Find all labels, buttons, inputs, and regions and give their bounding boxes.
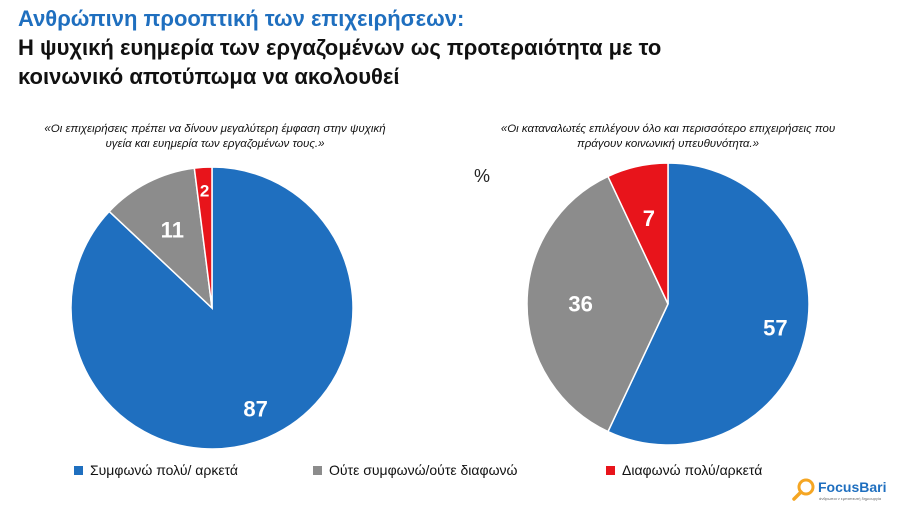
pie-2-label-agree: 57 (763, 315, 787, 340)
pie-2-label-disagree: 7 (643, 206, 655, 231)
legend-swatch-disagree (606, 465, 615, 475)
pie-1-label-agree: 87 (243, 396, 267, 421)
pie-chart-1: 87 11 2 (70, 166, 354, 450)
title-line-1: Ανθρώπινη προοπτική των επιχειρήσεων: (18, 6, 465, 31)
percent-label: % (474, 166, 491, 186)
pie-1-title: «Οι επιχειρήσεις πρέπει να δίνουν μεγαλύ… (44, 123, 386, 150)
pie-2-slice-neutral (526, 175, 669, 433)
pie-1-slice-neutral (108, 167, 214, 310)
title-line-2: Η ψυχική ευημερία των εργαζομένων ως προ… (18, 35, 662, 60)
pie-2-slice-agree (606, 162, 810, 446)
legend-label-neutral: Ούτε συμφωνώ/ούτε διαφωνώ (329, 462, 518, 478)
legend-item-disagree: Διαφωνώ πολύ/αρκετά (606, 462, 762, 478)
focusbari-logo: FocusBari άνθρωποι ν εμπιστευτή δημιουργ… (792, 476, 896, 504)
pie-1-label-neutral: 11 (161, 218, 184, 243)
logo-tagline: άνθρωποι ν εμπιστευτή δημιουργία (819, 496, 882, 501)
legend-item-agree: Συμφωνώ πολύ/ αρκετά (74, 462, 238, 478)
pie-1-label-disagree: 2 (200, 182, 209, 201)
legend-item-neutral: Ούτε συμφωνώ/ούτε διαφωνώ (313, 462, 517, 478)
magnifier-icon (792, 478, 815, 501)
pie-2-label-neutral: 36 (568, 292, 592, 317)
legend-swatch-neutral (313, 465, 322, 475)
pie-2-title: «Οι καταναλωτές επιλέγουν όλο και περισσ… (500, 123, 836, 150)
legend-label-agree: Συμφωνώ πολύ/ αρκετά (90, 462, 239, 478)
pie-2-slice-disagree (606, 162, 669, 305)
legend-label-disagree: Διαφωνώ πολύ/αρκετά (622, 462, 763, 478)
logo-text: FocusBari (818, 479, 887, 495)
pie-1-slice-disagree (193, 166, 213, 309)
legend-swatch-agree (74, 465, 83, 475)
pie-chart-2: 57 36 7 (526, 162, 810, 446)
title-line-3: κοινωνικό αποτύπωμα να ακολουθεί (18, 64, 400, 89)
